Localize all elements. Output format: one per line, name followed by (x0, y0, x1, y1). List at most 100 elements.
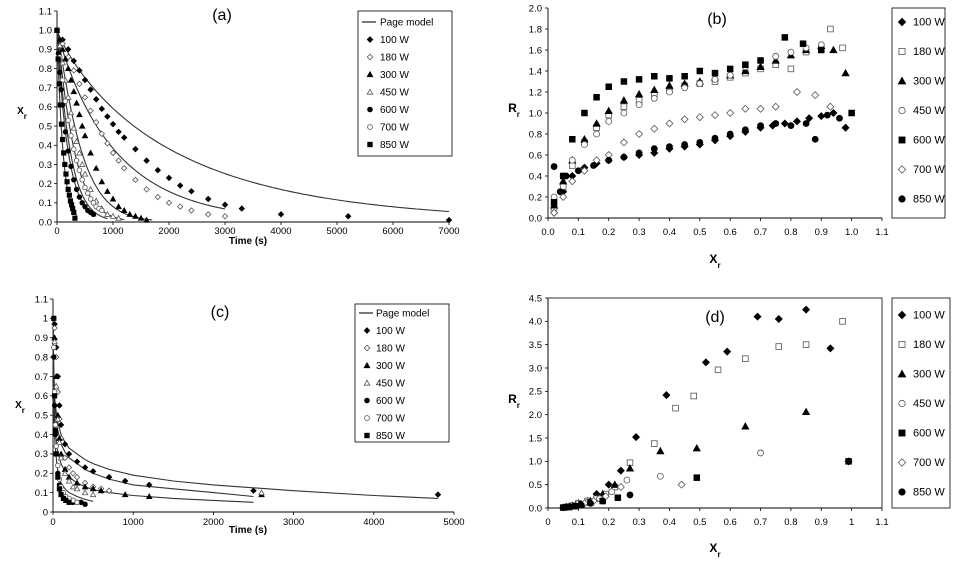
data-point (757, 122, 764, 129)
data-point (81, 170, 89, 177)
series-850-w (550, 111, 843, 196)
data-point (59, 45, 66, 52)
y-tick-label: 1.5 (529, 433, 542, 444)
data-point (57, 102, 63, 108)
legend-marker (897, 17, 907, 27)
x-tick-label: 5000 (326, 226, 347, 237)
y-tick-label: 0.0 (529, 503, 542, 514)
data-point (176, 182, 184, 189)
legend-label: 100 W (913, 17, 945, 29)
data-point (57, 69, 63, 76)
data-point (626, 491, 634, 499)
data-point (76, 194, 83, 200)
data-point (845, 458, 852, 465)
data-point (741, 422, 750, 430)
data-point (59, 77, 66, 83)
data-point (73, 485, 81, 492)
data-point (619, 96, 629, 104)
data-point (608, 488, 616, 496)
legend-label: 180 W (913, 339, 945, 351)
data-point (802, 305, 811, 314)
data-point (590, 162, 597, 169)
data-point (826, 102, 835, 111)
data-point (69, 483, 77, 490)
data-point (65, 450, 73, 458)
legend-label: 300 W (380, 70, 409, 81)
data-point (651, 440, 658, 447)
y-tick-label: 0.9 (39, 45, 52, 56)
legend-marker (898, 195, 906, 203)
data-point (70, 88, 78, 95)
data-point (666, 88, 673, 96)
data-point (81, 483, 89, 490)
y-tick-label: 0.1 (35, 488, 48, 499)
x-tick-label: 1.1 (875, 517, 888, 528)
legend-label: 450 W (913, 398, 945, 410)
data-point (839, 318, 846, 325)
data-point (74, 499, 80, 506)
data-point (742, 61, 749, 68)
data-point (742, 355, 749, 362)
legend-label: 850 W (913, 487, 945, 499)
data-point (97, 487, 105, 494)
x-tick-label: 0.2 (602, 517, 615, 528)
y-tick-label: 0.6 (35, 391, 48, 402)
legend-marker (367, 106, 373, 113)
legend-marker (364, 415, 370, 421)
data-point (51, 315, 57, 321)
data-point (60, 136, 66, 143)
x-tick-label: 1000 (123, 517, 144, 528)
data-point (258, 489, 265, 496)
data-point (599, 497, 607, 505)
data-point (72, 215, 78, 221)
data-point (756, 104, 765, 113)
data-point (59, 59, 66, 66)
x-tick-label: 0.3 (632, 517, 645, 528)
legend-marker (898, 399, 906, 408)
data-point (701, 358, 710, 367)
data-point (115, 214, 122, 221)
data-point (104, 113, 111, 120)
panel-label: (a) (212, 7, 232, 24)
data-point (620, 103, 628, 110)
data-point (51, 354, 57, 360)
data-point (98, 105, 106, 113)
x-tick-label: 0.4 (663, 227, 676, 238)
x-tick-label: 0.2 (602, 227, 615, 238)
legend-label: 700 W (913, 457, 945, 469)
x-tick-label: 0.1 (572, 227, 585, 238)
legend-marker (897, 369, 907, 378)
legend-marker (366, 36, 374, 43)
y-tick-label: 0.4 (35, 430, 48, 441)
data-point (115, 128, 122, 136)
data-point (593, 94, 600, 101)
y-tick-label: 2.5 (529, 387, 542, 398)
x-tick-label: 0.7 (754, 517, 767, 528)
legend-label: 300 W (376, 361, 405, 372)
y-tick-label: 0.2 (39, 179, 52, 190)
data-point (781, 34, 789, 41)
legend-marker (366, 88, 374, 95)
y-tick-label: 0.1 (39, 198, 52, 209)
data-point (109, 212, 117, 219)
legend-label: 850 W (380, 140, 409, 151)
data-point (98, 178, 106, 185)
data-point (811, 135, 819, 143)
x-axis-label-sub: r (717, 550, 720, 559)
data-point (99, 207, 105, 214)
data-point (445, 216, 453, 224)
data-point (711, 76, 719, 83)
data-point (221, 201, 229, 208)
legend-label: 180 W (376, 344, 405, 355)
x-tick-label: 4000 (363, 517, 384, 528)
data-point (826, 344, 835, 353)
data-point (811, 91, 820, 100)
x-tick-label: 1000 (102, 226, 123, 237)
data-point (57, 421, 65, 429)
y-tick-label: 0.7 (35, 372, 48, 383)
y-tick-label: 4.0 (529, 317, 542, 328)
data-point (634, 89, 644, 98)
data-point (81, 489, 89, 496)
data-point (635, 101, 643, 108)
legend-label: 180 W (380, 53, 409, 64)
